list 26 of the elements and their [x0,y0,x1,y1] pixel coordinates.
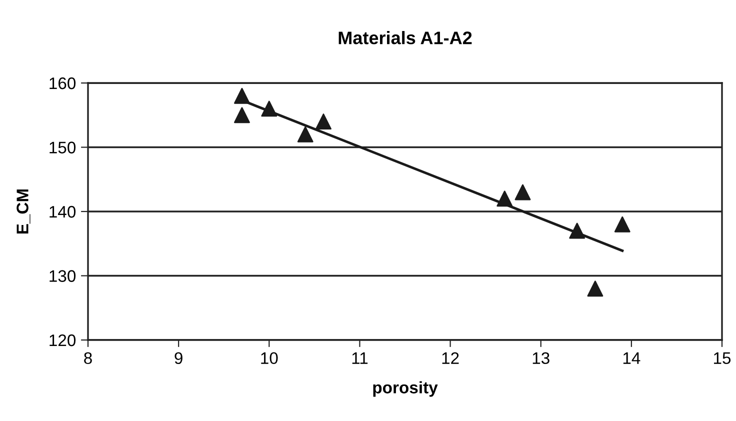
point [614,216,630,232]
x-tick-label: 10 [261,352,278,364]
x-tick-label: 14 [623,352,640,364]
chart-title: Materials A1-A2 [338,31,472,44]
y-axis-title: E_CM [16,189,30,234]
point [514,184,531,200]
x-tick-label: 13 [532,352,550,364]
point [297,126,314,142]
y-tick-label: 120 [50,334,76,346]
point [234,107,250,124]
point [261,100,278,117]
x-tick-label: 11 [352,352,368,364]
x-tick-label: 15 [714,352,731,364]
x-tick-label: 8 [84,352,92,364]
y-tick-label: 160 [50,77,76,90]
point [587,280,604,297]
y-tick-label: 140 [50,206,76,218]
point [234,88,250,104]
point [316,114,332,130]
x-tick-label: 12 [442,352,459,364]
point [569,222,586,239]
y-tick-label: 130 [50,270,76,282]
x-tick-label: 9 [174,352,182,364]
y-tick-label: 150 [50,142,76,154]
x-axis-title: porosity [373,381,438,397]
point [496,190,513,207]
